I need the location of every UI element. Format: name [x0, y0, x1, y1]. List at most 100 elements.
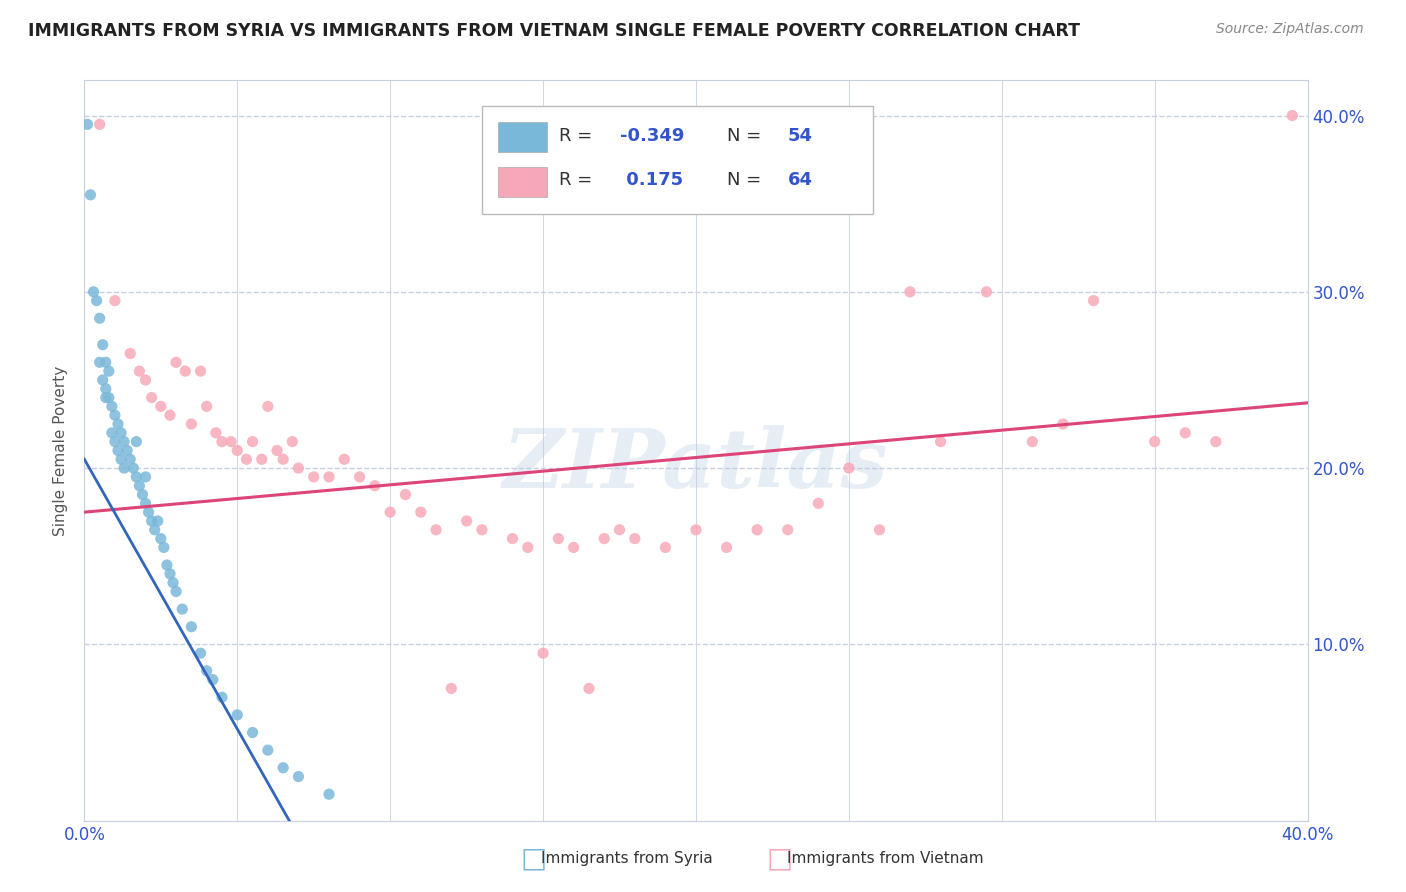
Point	[394, 487, 416, 501]
Point	[131, 487, 153, 501]
Point	[242, 434, 264, 449]
Point	[138, 505, 160, 519]
Point	[257, 400, 280, 414]
Point	[211, 690, 233, 705]
Point	[271, 452, 294, 467]
Point	[201, 673, 224, 687]
Point	[271, 761, 294, 775]
Point	[776, 523, 799, 537]
Point	[685, 523, 707, 537]
Point	[250, 452, 273, 467]
Point	[149, 532, 172, 546]
Point	[162, 575, 184, 590]
Point	[174, 364, 197, 378]
Point	[101, 400, 124, 414]
Point	[112, 461, 135, 475]
Point	[1021, 434, 1043, 449]
Point	[1205, 434, 1227, 449]
Point	[97, 391, 120, 405]
Point	[165, 355, 187, 369]
Point	[125, 434, 148, 449]
Point	[135, 496, 157, 510]
Point	[120, 346, 142, 360]
Point	[159, 408, 181, 422]
Point	[1143, 434, 1166, 449]
Point	[1281, 109, 1303, 123]
Text: N =: N =	[727, 171, 766, 189]
Point	[91, 337, 114, 351]
Text: IMMIGRANTS FROM SYRIA VS IMMIGRANTS FROM VIETNAM SINGLE FEMALE POVERTY CORRELATI: IMMIGRANTS FROM SYRIA VS IMMIGRANTS FROM…	[28, 22, 1080, 40]
Point	[562, 541, 585, 555]
Point	[83, 285, 105, 299]
Point	[593, 532, 616, 546]
Point	[112, 434, 135, 449]
Point	[440, 681, 463, 696]
Text: Immigrants from Vietnam: Immigrants from Vietnam	[787, 851, 984, 865]
Text: 54: 54	[787, 127, 813, 145]
Point	[547, 532, 569, 546]
Point	[235, 452, 257, 467]
Point	[380, 505, 402, 519]
Point	[76, 117, 98, 131]
Point	[165, 584, 187, 599]
Point	[976, 285, 998, 299]
Point	[838, 461, 860, 475]
Point	[94, 382, 117, 396]
Point	[128, 364, 150, 378]
Point	[89, 355, 111, 369]
Point	[135, 373, 157, 387]
Point	[471, 523, 494, 537]
Point	[149, 400, 172, 414]
Point	[807, 496, 830, 510]
Text: Immigrants from Syria: Immigrants from Syria	[541, 851, 713, 865]
Text: R =: R =	[560, 171, 598, 189]
Point	[141, 391, 163, 405]
Point	[266, 443, 288, 458]
Point	[104, 408, 127, 422]
Point	[205, 425, 228, 440]
Point	[456, 514, 478, 528]
Point	[125, 470, 148, 484]
Bar	[498, 167, 547, 196]
Point	[101, 425, 124, 440]
Text: R =: R =	[560, 127, 598, 145]
Point	[115, 443, 138, 458]
Point	[869, 523, 891, 537]
Point	[110, 425, 132, 440]
Text: 64: 64	[787, 171, 813, 189]
Point	[425, 523, 447, 537]
Point	[86, 293, 108, 308]
Point	[349, 470, 371, 484]
Point	[287, 461, 309, 475]
Point	[1052, 417, 1074, 431]
Point	[195, 664, 218, 678]
Point	[609, 523, 631, 537]
Point	[287, 770, 309, 784]
Point	[226, 443, 249, 458]
Point	[122, 461, 145, 475]
Point	[578, 681, 600, 696]
Point	[120, 452, 142, 467]
Point	[79, 187, 101, 202]
Point	[242, 725, 264, 739]
Point	[89, 311, 111, 326]
Point	[211, 434, 233, 449]
Point	[654, 541, 676, 555]
Point	[190, 646, 212, 660]
Point	[318, 787, 340, 801]
Point	[135, 470, 157, 484]
Point	[141, 514, 163, 528]
Text: N =: N =	[727, 127, 766, 145]
Point	[219, 434, 242, 449]
Point	[146, 514, 169, 528]
Point	[128, 479, 150, 493]
Point	[747, 523, 769, 537]
Point	[195, 400, 218, 414]
Text: □: □	[520, 844, 547, 872]
Bar	[498, 122, 547, 153]
Point	[107, 417, 129, 431]
Text: -0.349: -0.349	[620, 127, 685, 145]
Y-axis label: Single Female Poverty: Single Female Poverty	[53, 366, 69, 535]
Point	[226, 707, 249, 722]
Point	[94, 355, 117, 369]
